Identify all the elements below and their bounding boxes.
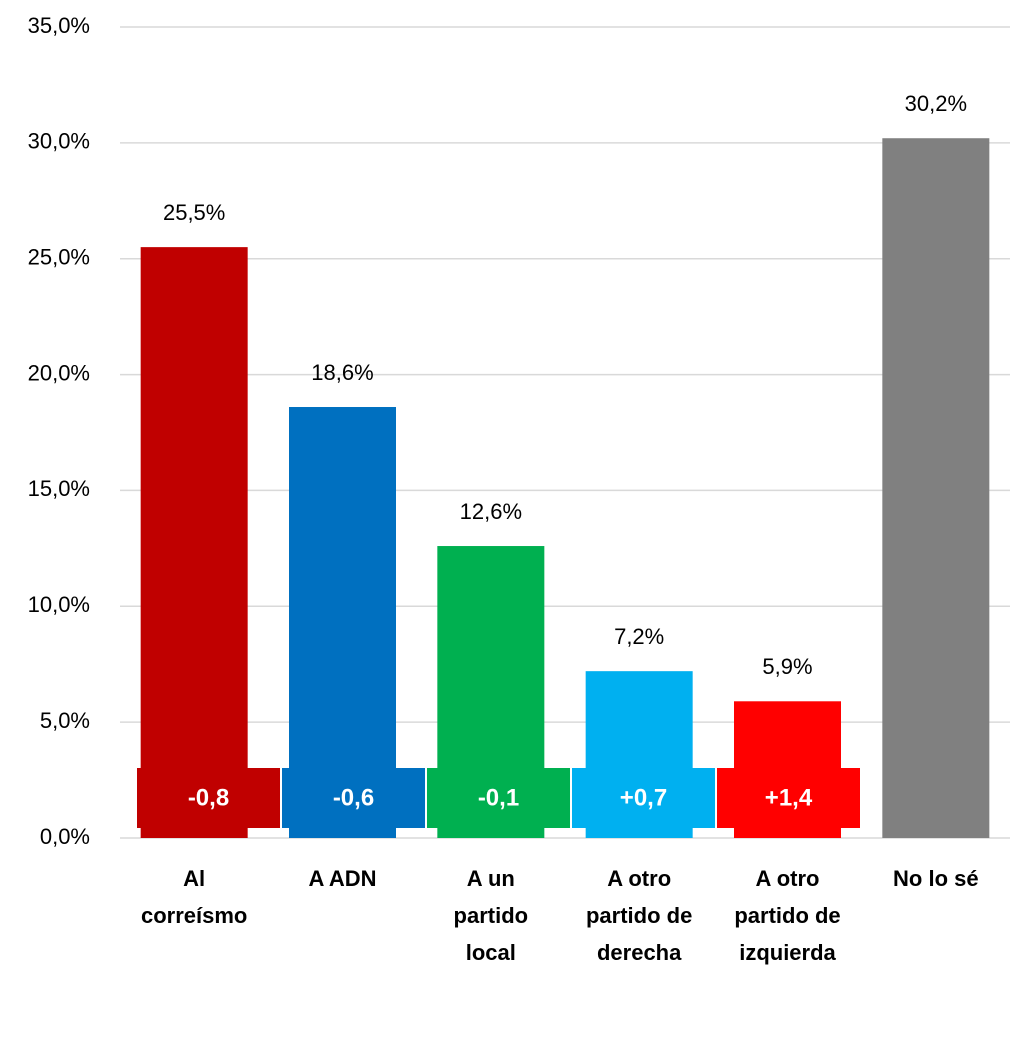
- y-tick-label: 15,0%: [28, 476, 90, 501]
- x-tick-label: derecha: [597, 940, 682, 965]
- change-box: [282, 768, 425, 828]
- value-label: 25,5%: [163, 200, 225, 225]
- value-label: 18,6%: [311, 360, 373, 385]
- x-tick-label: No lo sé: [893, 866, 979, 891]
- change-box: [717, 768, 860, 828]
- x-tick-label: A ADN: [308, 866, 376, 891]
- x-tick-label: Al: [183, 866, 205, 891]
- y-tick-label: 35,0%: [28, 13, 90, 38]
- x-tick-label: partido de: [734, 903, 840, 928]
- x-tick-label: correísmo: [141, 903, 247, 928]
- y-tick-label: 10,0%: [28, 592, 90, 617]
- change-label: +0,7: [620, 784, 667, 811]
- y-tick-label: 25,0%: [28, 245, 90, 270]
- change-label: -0,1: [478, 784, 519, 811]
- x-tick-label: partido: [454, 903, 529, 928]
- change-label: +1,4: [765, 784, 813, 811]
- change-box: [572, 768, 715, 828]
- x-tick-label: A un: [467, 866, 515, 891]
- bar: [882, 138, 990, 839]
- change-box: [427, 768, 570, 828]
- y-tick-label: 5,0%: [40, 708, 90, 733]
- bar: [140, 247, 248, 839]
- value-label: 7,2%: [614, 624, 664, 649]
- bar: [289, 407, 396, 838]
- change-box: [137, 768, 280, 828]
- value-label: 30,2%: [905, 91, 967, 116]
- x-tick-label: partido de: [586, 903, 692, 928]
- value-label: 12,6%: [460, 499, 522, 524]
- value-label: 5,9%: [762, 654, 812, 679]
- x-tick-label: A otro: [607, 866, 671, 891]
- x-tick-label: A otro: [756, 866, 820, 891]
- y-tick-label: 0,0%: [40, 824, 90, 849]
- x-tick-label: local: [466, 940, 516, 965]
- y-tick-label: 30,0%: [28, 129, 90, 154]
- y-tick-label: 20,0%: [28, 360, 90, 385]
- x-tick-label: izquierda: [739, 940, 836, 965]
- change-label: -0,8: [188, 784, 229, 811]
- change-label: -0,6: [333, 784, 374, 811]
